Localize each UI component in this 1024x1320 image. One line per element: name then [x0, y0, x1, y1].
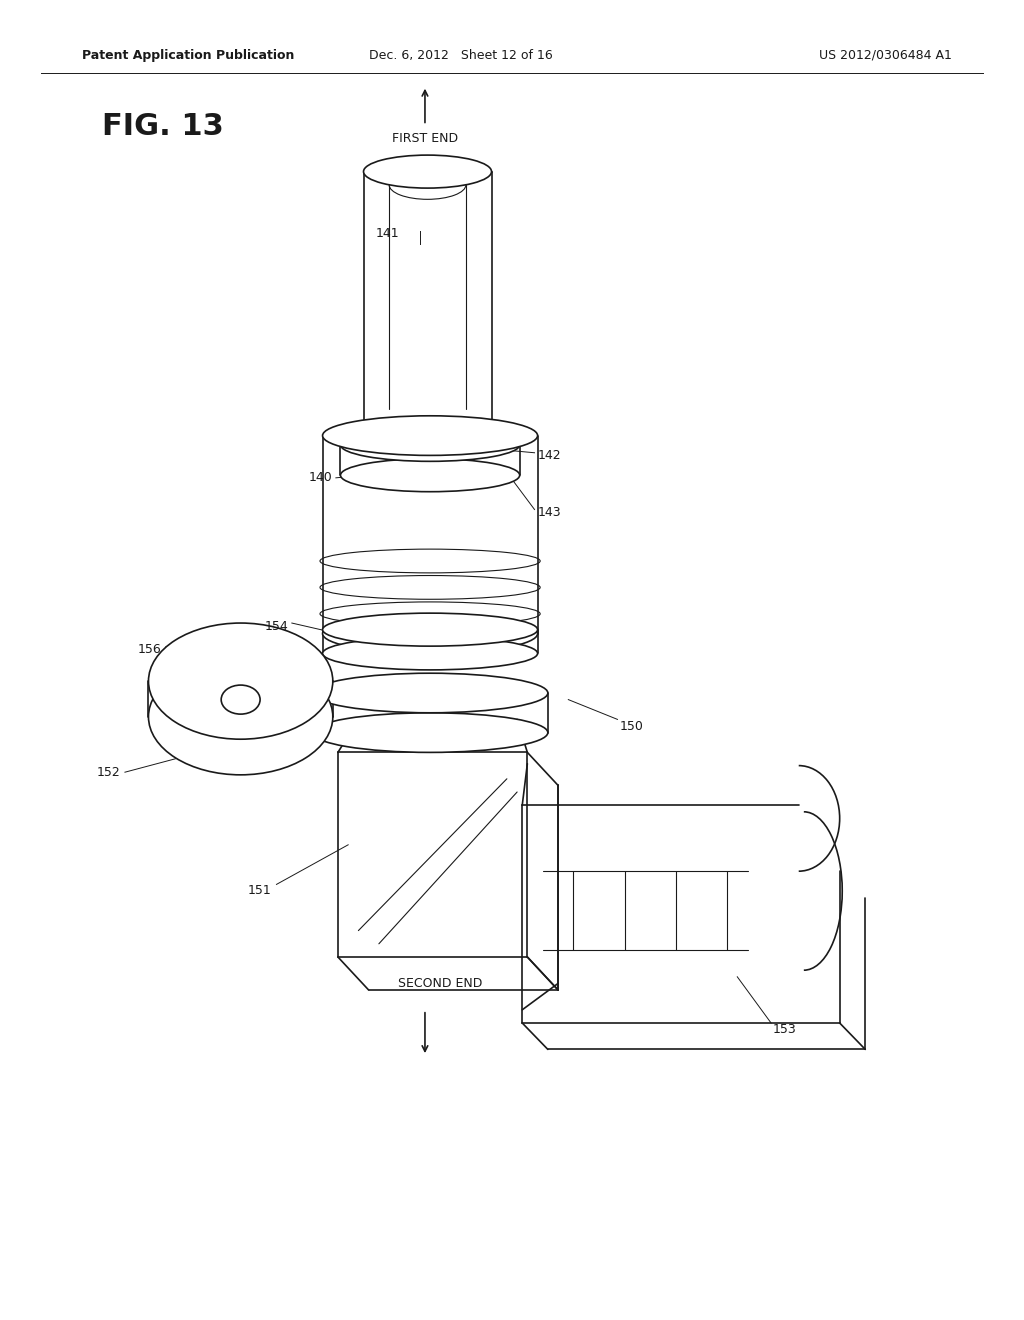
Text: 153: 153	[773, 1023, 797, 1036]
Text: 143: 143	[538, 506, 561, 519]
Ellipse shape	[323, 614, 538, 653]
Text: US 2012/0306484 A1: US 2012/0306484 A1	[819, 49, 952, 62]
Text: SECOND END: SECOND END	[398, 977, 482, 990]
Text: 151: 151	[248, 884, 271, 898]
Ellipse shape	[364, 154, 492, 187]
Ellipse shape	[312, 713, 548, 752]
Text: Dec. 6, 2012   Sheet 12 of 16: Dec. 6, 2012 Sheet 12 of 16	[369, 49, 553, 62]
Ellipse shape	[148, 623, 333, 739]
Ellipse shape	[323, 416, 538, 455]
Ellipse shape	[312, 673, 548, 713]
Ellipse shape	[148, 659, 333, 775]
Ellipse shape	[340, 458, 519, 491]
Text: Patent Application Publication: Patent Application Publication	[82, 49, 294, 62]
Ellipse shape	[323, 636, 538, 671]
Text: 154: 154	[265, 620, 289, 634]
Ellipse shape	[221, 685, 260, 714]
Text: 141: 141	[375, 227, 399, 240]
Text: 142: 142	[538, 449, 561, 462]
Text: 156: 156	[138, 643, 162, 656]
Ellipse shape	[323, 612, 538, 645]
Text: 140: 140	[309, 471, 333, 484]
Text: 152: 152	[97, 766, 121, 779]
Text: FIG. 13: FIG. 13	[102, 112, 224, 141]
Text: 150: 150	[620, 719, 643, 733]
Text: FIRST END: FIRST END	[392, 132, 458, 145]
Ellipse shape	[340, 428, 519, 461]
